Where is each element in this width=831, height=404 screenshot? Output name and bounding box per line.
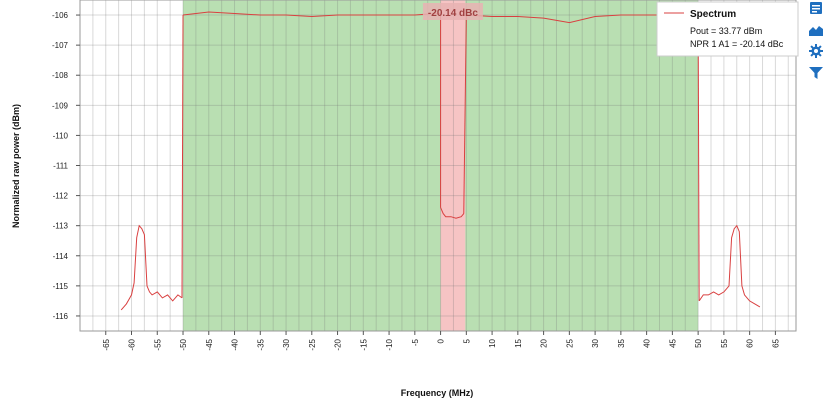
x-tick-label: 65	[771, 338, 780, 347]
x-tick-label: -60	[128, 338, 137, 350]
annotation-box	[422, 3, 483, 20]
export-icon[interactable]	[808, 0, 824, 16]
gear-icon[interactable]	[808, 43, 824, 59]
series-segment-5	[698, 224, 761, 308]
series-segment-3	[440, 207, 465, 219]
y-tick-label: -112	[53, 192, 69, 201]
series-segment-1	[120, 224, 183, 311]
y-tick-label: -111	[53, 162, 68, 171]
area-chart-icon[interactable]	[808, 22, 824, 38]
y-tick-label: -110	[53, 131, 69, 140]
x-tick-label: 45	[668, 338, 677, 347]
filter-icon[interactable]	[808, 65, 824, 81]
x-tick-label: 35	[617, 338, 626, 347]
x-tick-label: 40	[643, 338, 652, 347]
x-tick-label: 20	[540, 338, 549, 347]
y-tick-label: -114	[53, 252, 69, 261]
y-tick-label: -113	[53, 222, 69, 231]
x-tick-label: 60	[746, 338, 755, 347]
series-edge-3	[463, 15, 467, 214]
x-tick-label: -45	[205, 338, 214, 350]
legend: Spectrum Pout = 33.77 dBm NPR 1 A1 = -20…	[656, 1, 799, 57]
series-edge-1	[181, 15, 184, 298]
x-tick-label: -10	[385, 338, 394, 350]
series-edge-4	[697, 15, 700, 301]
legend-pout: Pout = 33.77 dBm	[690, 26, 762, 36]
y-axis-label: Normalized raw power (dBm)	[11, 104, 21, 228]
x-tick-label: 0	[437, 338, 446, 343]
y-tick-label: -116	[53, 312, 69, 321]
x-tick-label: -30	[282, 338, 291, 350]
x-tick-label: 5	[462, 338, 471, 343]
y-tick-label: -107	[52, 41, 69, 50]
legend-title: Spectrum	[690, 9, 736, 20]
x-tick-label: 25	[565, 338, 574, 347]
y-tick-label: -108	[52, 71, 69, 80]
x-tick-label: 30	[591, 338, 600, 347]
x-tick-label: 15	[514, 338, 523, 347]
x-tick-label: -55	[153, 338, 162, 350]
x-tick-label: 50	[694, 338, 703, 347]
series-lines	[120, 11, 761, 311]
series-segment-2	[182, 11, 441, 18]
x-tick-label: -40	[231, 338, 240, 350]
region-notch-band	[440, 0, 466, 331]
y-tick-label: -106	[52, 11, 69, 20]
x-tick-label: 55	[720, 338, 729, 347]
x-axis-ticks: -65 -60 -55 -50 -45 -40 -35 -30 -25 -20 -15 -10 -5 0 5…	[102, 331, 780, 351]
x-tick-label: -35	[256, 338, 265, 350]
x-tick-label: -5	[411, 338, 420, 346]
x-tick-label: -25	[308, 338, 317, 350]
x-tick-label: -50	[179, 338, 188, 350]
annotations: -20.14 dBc	[422, 3, 483, 20]
legend-box	[656, 1, 799, 57]
x-tick-label: -65	[102, 338, 111, 350]
annotation-label: -20.14 dBc	[428, 8, 478, 19]
y-tick-label: -109	[52, 101, 69, 110]
x-axis-label: Frequency (MHz)	[401, 388, 474, 398]
y-tick-label: -115	[53, 282, 69, 291]
x-tick-label: -20	[334, 338, 343, 350]
x-tick-label: 10	[488, 338, 497, 347]
legend-npr: NPR 1 A1 = -20.14 dBc	[690, 39, 784, 49]
y-axis-ticks: -106 -107 -108 -109 -110 -111 -112 -113 -114 -115…	[52, 11, 80, 321]
x-tick-label: -15	[359, 338, 368, 350]
